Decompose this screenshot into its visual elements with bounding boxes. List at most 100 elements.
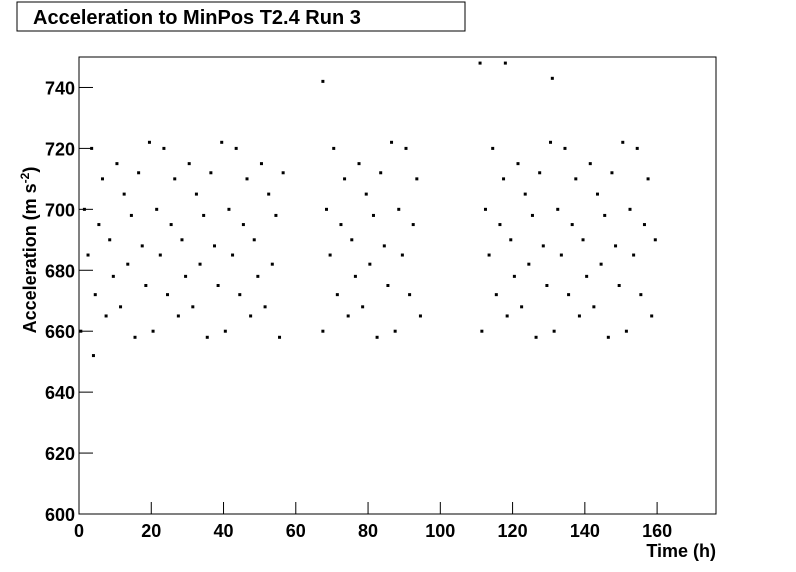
point	[530, 213, 534, 217]
point	[252, 238, 256, 242]
point	[108, 238, 112, 242]
y-axis-label: Acceleration (m s-2)	[18, 167, 40, 334]
point	[527, 262, 531, 266]
point	[621, 140, 625, 144]
point	[245, 177, 249, 181]
title-box	[16, 1, 466, 32]
point	[126, 262, 130, 266]
point	[339, 223, 343, 227]
point	[400, 253, 404, 257]
point	[202, 213, 206, 217]
point	[375, 335, 379, 339]
point	[478, 61, 482, 65]
point	[534, 335, 538, 339]
x-tick-label: 120	[498, 521, 528, 541]
point	[274, 213, 278, 217]
point	[368, 262, 372, 266]
point	[335, 293, 339, 297]
point	[198, 262, 202, 266]
point	[624, 329, 628, 333]
point	[632, 253, 636, 257]
point	[646, 177, 650, 181]
point	[599, 262, 603, 266]
point	[281, 171, 285, 175]
point	[585, 274, 589, 278]
x-tick-label: 60	[286, 521, 306, 541]
point	[588, 162, 592, 166]
point	[520, 305, 524, 309]
point	[259, 162, 263, 166]
x-tick-label: 100	[425, 521, 455, 541]
point	[408, 293, 412, 297]
point	[187, 162, 191, 166]
point	[570, 223, 574, 227]
point	[516, 162, 520, 166]
point	[158, 253, 162, 257]
point	[133, 335, 137, 339]
point	[512, 274, 516, 278]
point	[249, 314, 253, 318]
point	[487, 253, 491, 257]
point	[628, 207, 632, 211]
point	[234, 146, 238, 150]
x-tick-label: 160	[642, 521, 672, 541]
point	[415, 177, 419, 181]
y-label-superscript: -2	[18, 172, 32, 183]
point	[361, 305, 365, 309]
point	[332, 146, 336, 150]
point	[173, 177, 177, 181]
point	[115, 162, 119, 166]
point	[119, 305, 123, 309]
x-tick-label: 140	[570, 521, 600, 541]
x-tick-label: 40	[214, 521, 234, 541]
point	[241, 223, 245, 227]
point	[169, 223, 173, 227]
y-tick-label: 620	[45, 444, 75, 464]
point	[346, 314, 350, 318]
point	[606, 335, 610, 339]
point	[556, 207, 560, 211]
point	[93, 293, 97, 297]
point	[503, 61, 507, 65]
point	[267, 192, 271, 196]
chart-title: Acceleration to MinPos T2.4 Run 3	[33, 7, 361, 29]
x-tick-label: 0	[74, 521, 84, 541]
point	[567, 293, 571, 297]
point	[545, 284, 549, 287]
point	[162, 146, 166, 150]
y-tick-label: 740	[45, 78, 75, 98]
point	[559, 253, 563, 257]
point	[194, 192, 198, 196]
point	[129, 213, 133, 217]
point	[176, 314, 180, 318]
point	[650, 314, 654, 318]
point	[350, 238, 354, 242]
point	[343, 177, 347, 181]
point	[574, 177, 578, 181]
y-tick-label: 640	[45, 383, 75, 403]
point	[393, 329, 397, 333]
point	[325, 207, 329, 211]
point	[140, 244, 144, 248]
point	[220, 140, 224, 144]
point	[155, 207, 159, 211]
point	[614, 244, 618, 248]
point	[91, 354, 95, 358]
point	[100, 177, 104, 181]
point	[353, 274, 357, 278]
point	[577, 314, 581, 318]
point	[653, 238, 657, 242]
point	[411, 223, 415, 227]
point	[552, 329, 556, 333]
point	[263, 305, 267, 309]
point	[563, 146, 567, 150]
point	[151, 329, 155, 333]
plot-frame	[78, 56, 717, 515]
point	[216, 284, 220, 287]
point	[104, 314, 108, 318]
point	[603, 213, 607, 217]
point	[550, 76, 554, 80]
point	[256, 274, 260, 278]
point	[97, 223, 101, 227]
